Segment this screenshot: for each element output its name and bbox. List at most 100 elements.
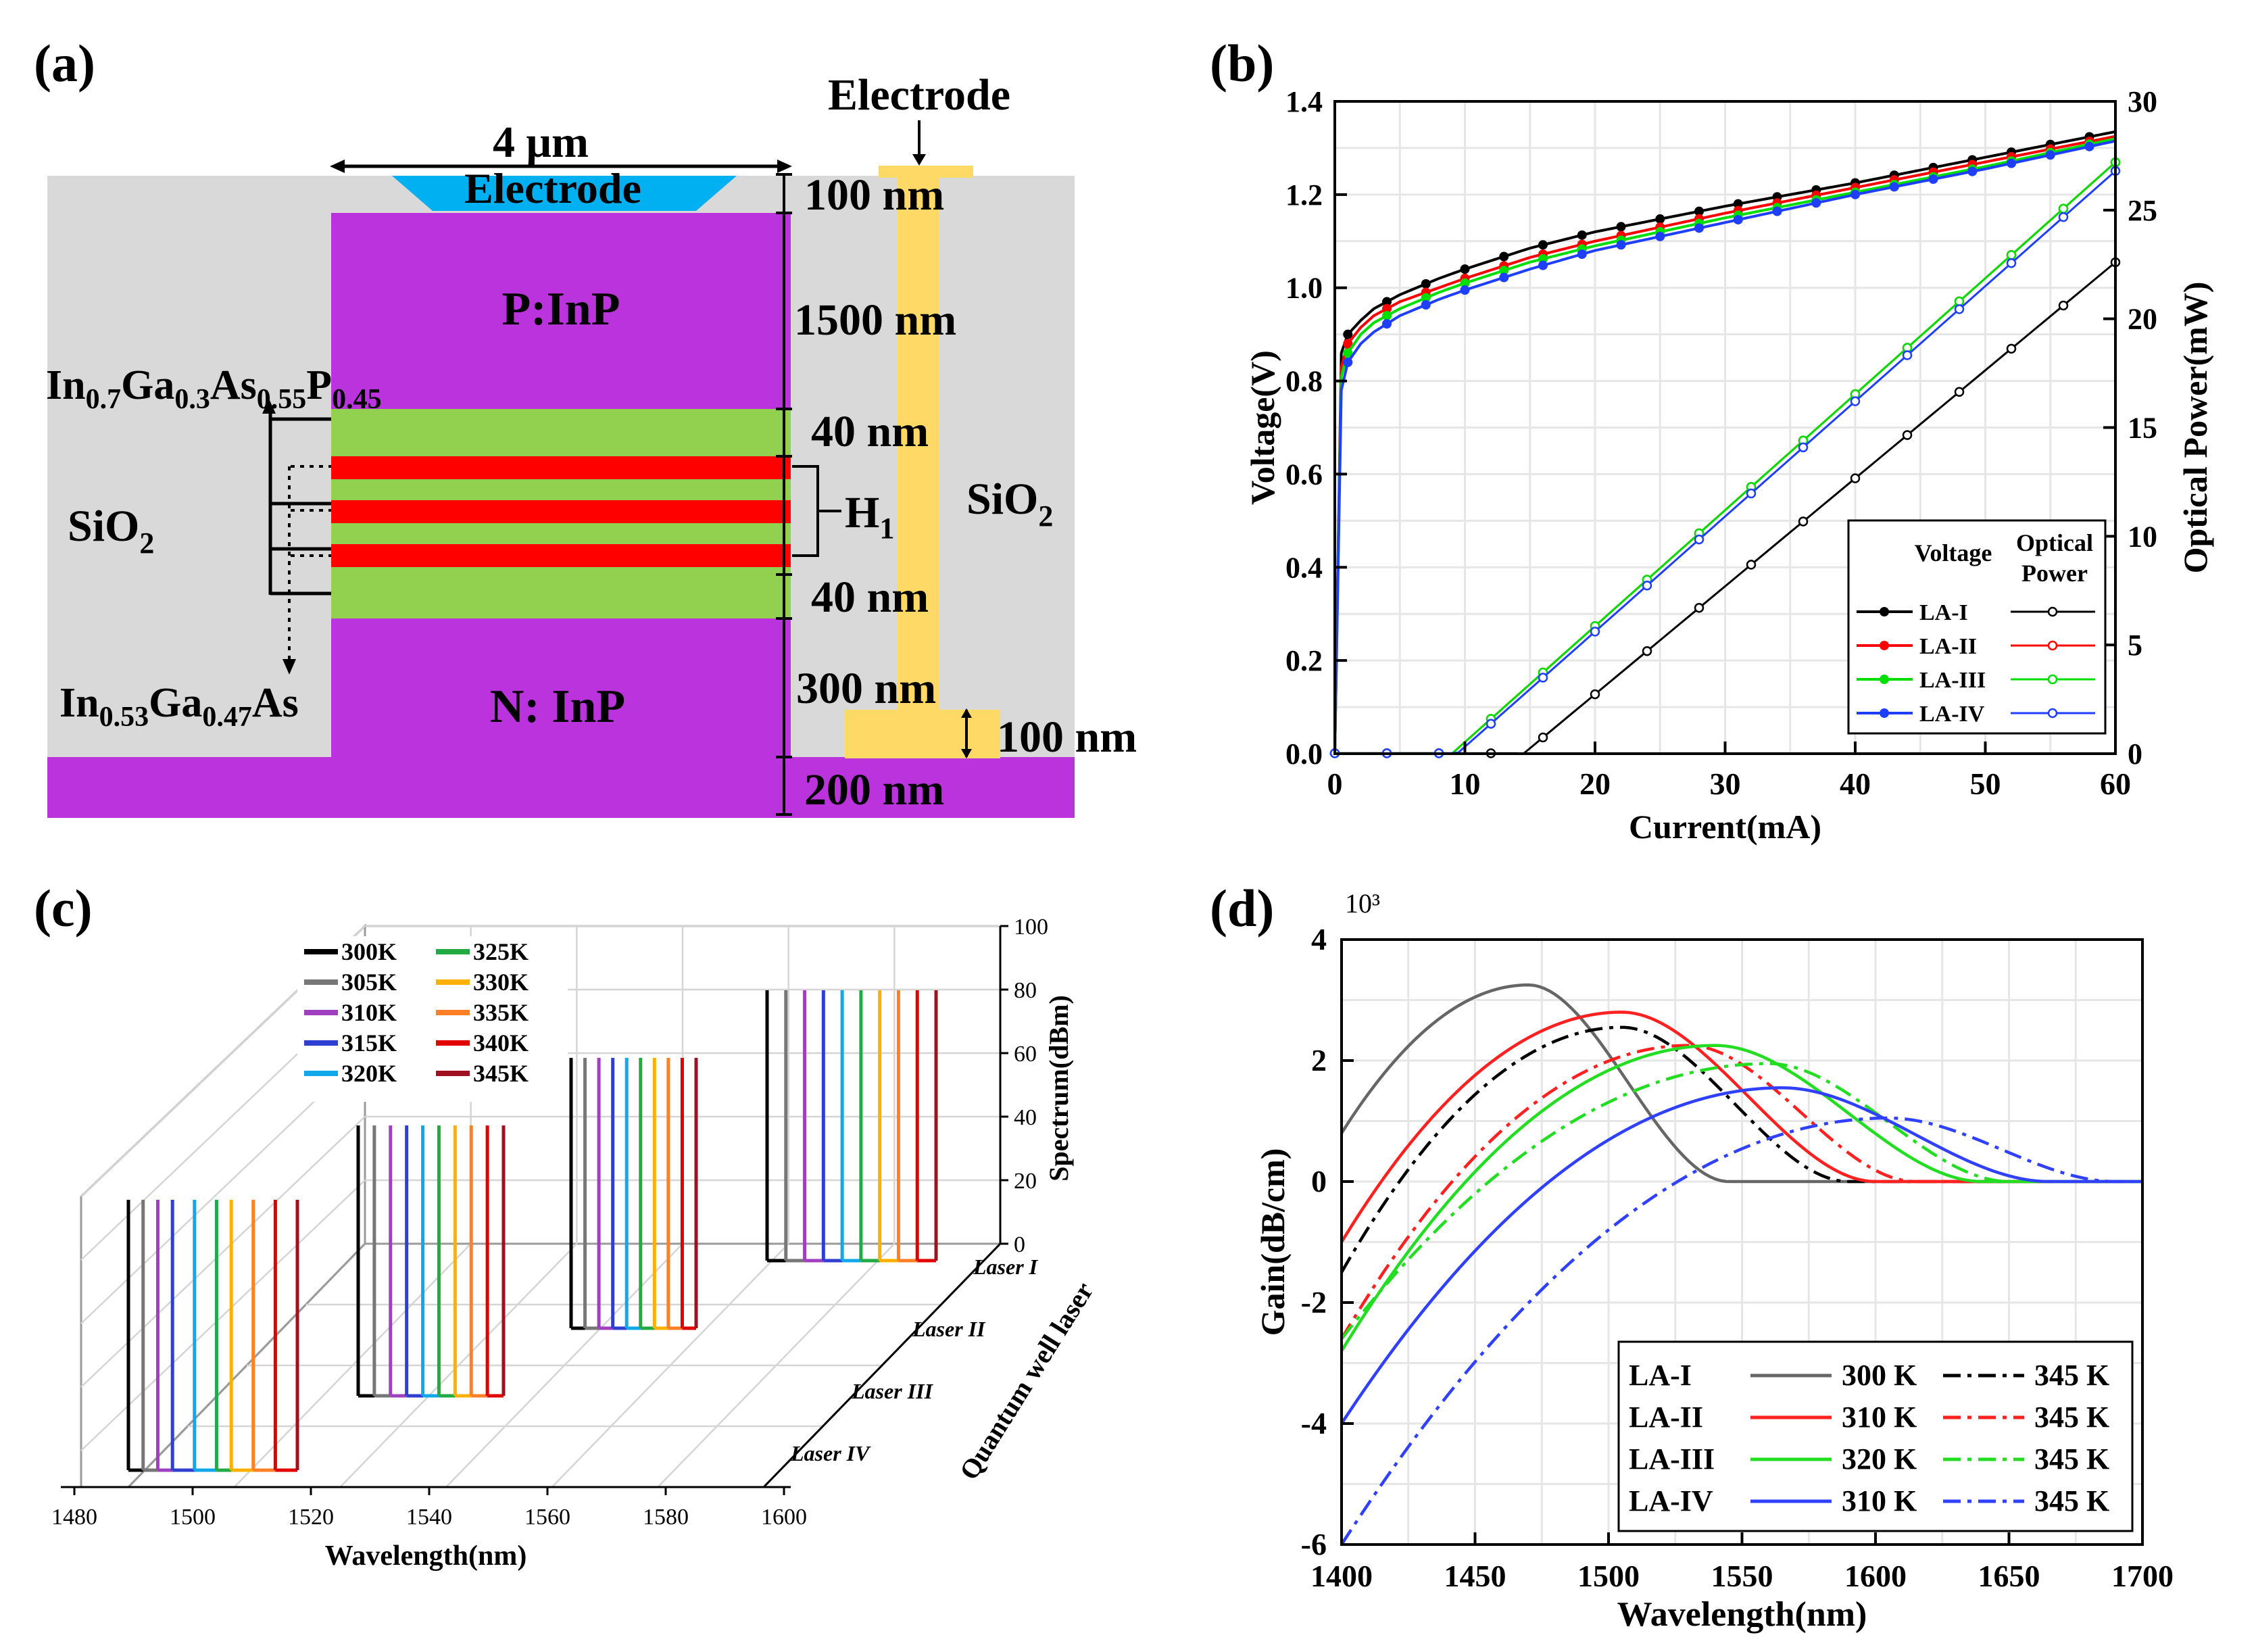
power-marker [1746,560,1757,570]
legend-label: 345K [473,1060,529,1087]
power-marker [1954,387,1965,397]
x-tick-label: 1560 [524,1505,570,1530]
voltage-marker [1655,231,1665,241]
gain-curve-LA-IV-310-K [1340,1086,2142,1425]
power-marker [2006,250,2017,260]
y2-tick-label: 0 [2128,737,2142,771]
y-tick-label: 1.0 [1285,272,1323,305]
p-inp-label: P:InP [502,283,620,335]
voltage-marker [1382,311,1392,321]
legend-label: 345 K [2034,1442,2109,1476]
power-marker [1694,603,1705,613]
legend-label: LA-I [1919,600,1968,625]
voltage-marker [1577,249,1587,260]
legend-header: Optical [2016,529,2093,556]
z-tick-label: 20 [1014,1169,1037,1194]
y-tick-label: 1.4 [1285,85,1323,118]
dim-barrier-top: 40 nm [811,407,929,456]
side-electrode-pad [845,710,1000,758]
power-marker [1642,646,1652,656]
power-marker [1798,516,1809,527]
y2-tick-label: 20 [2128,303,2157,336]
voltage-marker [1382,319,1392,329]
x-tick-label: 1600 [1844,1559,1907,1593]
legend-header: Voltage [1915,539,1992,566]
x-tick-label: 1650 [1978,1559,2040,1593]
legend-label: 300 K [1842,1359,1917,1392]
legend-label: LA-IV [1919,702,1985,727]
y2-axis-title: Optical Power(mW) [2176,282,2214,574]
legend-marker [2047,606,2058,617]
n-inp-label: N: InP [490,681,625,733]
voltage-marker [1460,264,1470,274]
power-marker [1746,488,1757,499]
z-tick-label: 80 [1014,978,1037,1003]
power-marker [1902,430,1913,440]
y-tick-label: -2 [1301,1285,1327,1319]
z-tick-label: 0 [1014,1232,1025,1257]
x-tick-label: 1500 [1577,1559,1640,1593]
sio2-left-label: SiO2 [68,502,154,560]
y-tick-label: Laser III [851,1379,934,1403]
power-marker [1642,581,1652,591]
x-tick-label: 1540 [406,1505,452,1530]
panel-d-label: (d) [1210,879,1274,938]
y-tick-label: -6 [1301,1527,1327,1561]
x-tick-label: 60 [2100,767,2131,801]
voltage-marker [1499,272,1509,283]
voltage-marker [1694,223,1704,233]
sio2-right-label: SiO2 [966,475,1053,533]
x-tick-label: 40 [1840,767,1871,801]
quantum-well-2 [331,500,791,523]
power-marker [1954,304,1965,314]
legend-label: 320 K [1842,1442,1917,1476]
legend-marker [2047,708,2058,719]
legend-label: 310 K [1842,1484,1917,1517]
z-tick-label: 60 [1014,1042,1037,1067]
y2-tick-label: 15 [2128,412,2157,445]
y-axis [762,1242,1002,1488]
legend-marker [1880,708,1889,718]
x-tick-label: 1600 [761,1505,807,1530]
panel-c-label: (c) [34,879,93,938]
panel-a-label: (a) [34,34,95,93]
x-axis-title: Wavelength(nm) [1617,1595,1867,1634]
legend-label: 305K [341,969,397,996]
dim-substrate: 200 nm [804,765,944,815]
power-marker [1850,396,1861,406]
legend-box [1847,519,2107,735]
dim-p-inp: 1500 nm [794,295,956,345]
voltage-marker [1343,358,1353,367]
side-electrode-label: Electrode [828,70,1010,120]
legend-box [1617,1340,2134,1532]
voltage-marker [1967,166,1978,176]
y-tick-label: Laser II [912,1317,986,1341]
side-electrode-via [898,166,939,710]
z-axis-title: Spectrum(dBm) [1044,995,1074,1182]
legend-marker [1880,641,1889,650]
x-tick-label: 1450 [1444,1559,1506,1593]
power-marker [1798,442,1809,453]
voltage-marker [1343,329,1353,339]
y-tick-label: Laser IV [790,1441,871,1465]
panel-a-structure: (a) Electrode Electrode 4 μm P:InP N: In… [34,34,1137,818]
power-marker [1590,627,1600,637]
voltage-marker [1616,240,1626,250]
voltage-marker [1460,278,1470,288]
power-marker [1486,719,1496,729]
legend-label: 325K [473,938,529,965]
legend-label: 300K [341,938,397,965]
legend-label: 345 K [2034,1484,2109,1517]
y-tick-label: Laser I [973,1255,1039,1279]
width-label: 4 μm [493,118,589,167]
voltage-marker [1655,214,1665,224]
legend-marker [2047,640,2058,651]
power-marker [1538,673,1548,683]
x-tick-label: 0 [1327,767,1343,801]
voltage-marker [1421,293,1431,303]
legend-label: 330K [473,969,529,996]
voltage-marker [1811,198,1821,208]
y2-tick-label: 10 [2128,520,2157,553]
y-tick-label: 0.0 [1285,737,1323,771]
